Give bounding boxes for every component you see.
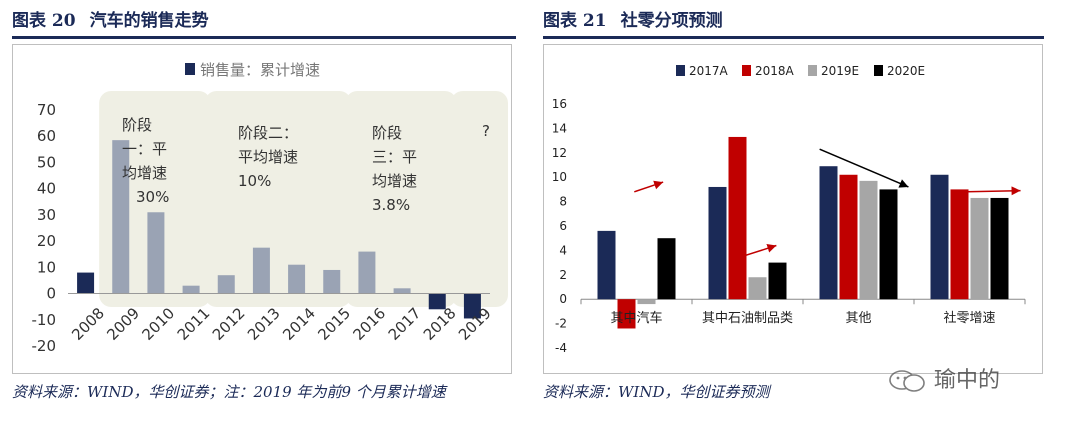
right-y-tick-label: 6 bbox=[559, 219, 567, 233]
left-y-tick-label: 0 bbox=[46, 285, 56, 303]
phase-annotation-line: 阶段 bbox=[372, 124, 402, 142]
right-figure-title: 图表 21 社零分项预测 bbox=[543, 6, 723, 31]
right-y-tick-label: 12 bbox=[552, 146, 567, 160]
left-title-rule bbox=[12, 36, 516, 39]
trend-arrow-black-down bbox=[819, 148, 909, 188]
left-y-tick-label: 10 bbox=[37, 258, 56, 276]
left-y-tick-label: -10 bbox=[32, 311, 57, 329]
right-y-tick-label: 0 bbox=[559, 292, 567, 306]
phase-annotation-line: 平均增速 bbox=[238, 148, 298, 166]
trend-arrow-red-flat bbox=[960, 186, 1021, 196]
phase-panel bbox=[204, 91, 352, 307]
right-title-rule bbox=[543, 36, 1044, 39]
legend-swatch-2020E bbox=[874, 65, 883, 76]
bar-其中石油制品类-2018A bbox=[728, 136, 747, 300]
right-y-tick-label: 2 bbox=[559, 268, 567, 282]
bar-社零增速-2019E bbox=[970, 197, 989, 300]
left-y-tick-label: 50 bbox=[37, 153, 56, 171]
bar-其中汽车-2019E bbox=[637, 299, 656, 305]
bar-2009 bbox=[112, 140, 130, 294]
bar-2010 bbox=[147, 212, 165, 294]
right-y-tick-label: 4 bbox=[559, 243, 567, 257]
bar-社零增速-2017A bbox=[930, 174, 949, 300]
wechat-icon bbox=[889, 370, 925, 392]
left-y-tick-label: 70 bbox=[37, 101, 56, 119]
phase-annotation-line: 30% bbox=[136, 188, 169, 206]
legend-swatch bbox=[185, 63, 195, 75]
right-figure-title-text: 社零分项预测 bbox=[620, 11, 723, 31]
legend-label-2020E: 2020E bbox=[887, 64, 925, 78]
left-y-tick-label: 60 bbox=[37, 127, 56, 145]
right-y-tick-label: -4 bbox=[555, 341, 567, 355]
phase-annotation-line: 均增速 bbox=[372, 172, 417, 190]
bar-2008 bbox=[77, 272, 95, 294]
bar-2019 bbox=[463, 293, 481, 319]
right-x-tick-label: 社零增速 bbox=[943, 310, 995, 326]
left-chart: 销售量：累计增速-20-1001020304050607020082009201… bbox=[12, 44, 512, 374]
legend-swatch-2018A bbox=[742, 65, 751, 76]
bar-其他-2019E bbox=[859, 180, 878, 300]
phase-annotation-line: 三：平 bbox=[372, 148, 417, 166]
phase-annotation-line: 阶段二： bbox=[238, 124, 298, 142]
right-y-tick-label: 16 bbox=[552, 97, 567, 111]
bar-其中石油制品类-2017A bbox=[708, 186, 727, 300]
left-y-tick-label: 30 bbox=[37, 206, 56, 224]
bar-其中石油制品类-2019E bbox=[748, 277, 767, 300]
phase-annotation-line: 均增速 bbox=[122, 164, 167, 182]
bar-其他-2020E bbox=[879, 189, 898, 300]
bar-2014 bbox=[288, 264, 306, 294]
right-y-tick-label: -2 bbox=[555, 317, 567, 331]
left-figure-label: 图表 20 bbox=[12, 11, 76, 31]
left-figure-title: 图表 20 汽车的销售走势 bbox=[12, 6, 209, 31]
legend-label: 销售量：累计增速 bbox=[200, 61, 320, 79]
bar-其他-2018A bbox=[839, 174, 858, 300]
watermark-text: 瑜中的 bbox=[934, 368, 1001, 393]
phase-annotation-line: ? bbox=[482, 122, 490, 140]
left-y-tick-label: 40 bbox=[37, 180, 56, 198]
bar-其中汽车-2020E bbox=[657, 238, 676, 300]
bar-其他-2017A bbox=[819, 166, 838, 300]
right-source-note: 资料来源：WIND，华创证券预测 bbox=[543, 383, 770, 401]
left-figure-title-text: 汽车的销售走势 bbox=[89, 11, 209, 31]
left-y-tick-label: 20 bbox=[37, 232, 56, 250]
legend-swatch-2019E bbox=[808, 65, 817, 76]
legend-label-2019E: 2019E bbox=[821, 64, 859, 78]
bar-2018 bbox=[428, 293, 446, 310]
bar-2017 bbox=[393, 288, 411, 294]
bar-其中汽车-2018A bbox=[617, 299, 636, 329]
phase-annotation-line: 一：平 bbox=[122, 140, 167, 158]
phase-annotation-line: 3.8% bbox=[372, 196, 410, 214]
right-x-tick-label: 其他 bbox=[845, 311, 871, 326]
right-y-tick-label: 8 bbox=[559, 195, 567, 209]
legend-label-2018A: 2018A bbox=[755, 64, 795, 78]
trend-arrow-red-up bbox=[741, 243, 777, 258]
left-y-tick-label: -20 bbox=[32, 337, 57, 355]
right-y-tick-label: 14 bbox=[552, 121, 567, 135]
bar-2015 bbox=[323, 269, 341, 294]
right-y-tick-label: 10 bbox=[552, 170, 567, 184]
phase-annotation-line: 阶段 bbox=[122, 116, 152, 134]
right-chart: 2017A 2018A 2019E 2020E -4 -2 0 2 4 6 8 10 12 14 16 其中汽… bbox=[543, 44, 1043, 374]
phase-panel bbox=[450, 91, 508, 307]
bar-2013 bbox=[252, 247, 270, 294]
bar-2011 bbox=[182, 285, 200, 294]
bar-社零增速-2020E bbox=[990, 197, 1009, 300]
phase-annotation-line: 10% bbox=[238, 172, 271, 190]
legend-swatch-2017A bbox=[676, 65, 685, 76]
right-figure-label: 图表 21 bbox=[543, 11, 607, 31]
bar-2016 bbox=[358, 251, 376, 294]
left-source-note: 资料来源：WIND，华创证券；注：2019 年为前9 个月累计增速 bbox=[12, 383, 446, 401]
right-x-tick-label: 其中石油制品类 bbox=[702, 311, 793, 326]
watermark: 瑜中的 bbox=[888, 362, 1000, 394]
right-x-tick-label: 其中汽车 bbox=[610, 310, 662, 326]
bar-社零增速-2018A bbox=[950, 189, 969, 300]
bar-其中汽车-2017A bbox=[597, 230, 616, 300]
legend-label-2017A: 2017A bbox=[689, 64, 729, 78]
trend-arrow-red-up bbox=[634, 180, 664, 193]
bar-2012 bbox=[217, 275, 235, 294]
bar-其中石油制品类-2020E bbox=[768, 262, 787, 300]
